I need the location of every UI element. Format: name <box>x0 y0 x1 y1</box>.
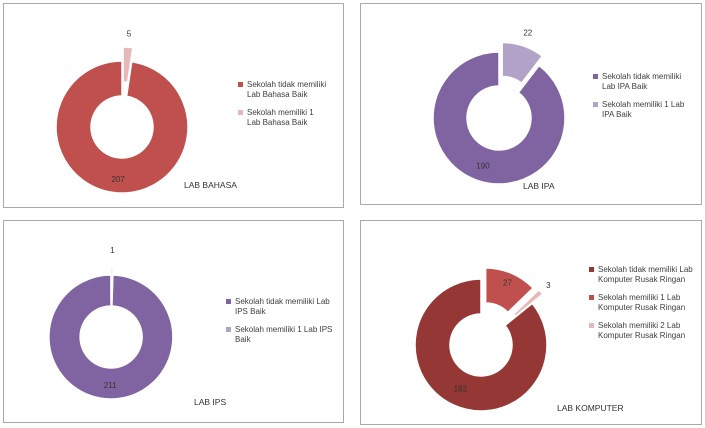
donut-slice-lab-ips-1 <box>48 274 174 400</box>
legend-lab-ipa: Sekolah tidak memiliki Lab IPA Baik Sekol… <box>593 72 689 128</box>
legend-item-lab-ips-1: Sekolah tidak memiliki Lab IPS Baik <box>226 297 336 317</box>
donut-slice-lab-komputer-1 <box>414 278 548 412</box>
legend-item-lab-ips-2: Sekolah memiliki 1 Lab IPS Baik <box>226 325 336 345</box>
legend-label: Sekolah memiliki 1 Lab IPS Baik <box>235 325 333 344</box>
legend-swatch <box>589 267 594 272</box>
data-label-lab-komputer-3: 3 <box>546 281 551 290</box>
data-label-lab-bahasa-2: 5 <box>127 29 132 38</box>
legend-label: Sekolah tidak memiliki Lab IPA Baik <box>602 72 682 91</box>
legend-item-lab-ipa-2: Sekolah memiliki 1 Lab IPA Baik <box>593 100 689 120</box>
data-label-lab-ips-1: 211 <box>104 381 117 390</box>
chart-panel-lab-komputer: 182 27 3 Sekolah tidak memiliki Lab Komput… <box>360 220 702 425</box>
chart-title-lab-bahasa: LAB BAHASA <box>184 180 237 190</box>
legend-item-lab-bahasa-1: Sekolah tidak memiliki Lab Bahasa Baik <box>238 80 328 100</box>
legend-item-lab-komputer-2: Sekolah memiliki 1 Lab Komputer Rusak Ri… <box>589 293 697 313</box>
legend-swatch <box>238 82 243 87</box>
legend-swatch <box>593 102 598 107</box>
legend-swatch <box>238 110 243 115</box>
legend-label: Sekolah tidak memiliki Lab IPS Baik <box>235 297 330 316</box>
legend-swatch <box>589 323 594 328</box>
chart-title-lab-komputer: LAB KOMPUTER <box>557 403 624 413</box>
data-label-lab-bahasa-1: 207 <box>111 175 125 184</box>
legend-label: Sekolah memiliki 1 Lab Bahasa Baik <box>247 108 314 127</box>
donut-slice-lab-komputer-2 <box>484 267 535 314</box>
chart-panel-lab-ips: 211 1 Sekolah tidak memiliki Lab IPS Baik… <box>3 220 344 423</box>
chart-title-lab-ips: LAB IPS <box>194 397 227 407</box>
donut-slice-lab-komputer-3 <box>512 288 544 318</box>
chart-panel-lab-ipa: 190 22 Sekolah tidak memiliki Lab IPA Bai… <box>360 3 702 205</box>
legend-item-lab-bahasa-2: Sekolah memiliki 1 Lab Bahasa Baik <box>238 108 328 128</box>
data-label-lab-ips-2: 1 <box>110 246 115 255</box>
donut-chart-lab-ips: 211 1 <box>48 246 174 400</box>
data-label-lab-ipa-1: 190 <box>476 161 490 170</box>
legend-swatch <box>226 327 231 332</box>
data-label-lab-ipa-2: 22 <box>523 29 532 38</box>
legend-label: Sekolah memiliki 1 Lab IPA Baik <box>602 100 685 119</box>
donut-slice-lab-bahasa-1 <box>55 60 189 194</box>
donut-chart-lab-komputer: 182 27 3 <box>414 267 551 412</box>
legend-swatch <box>589 295 594 300</box>
legend-item-lab-komputer-3: Sekolah memiliki 2 Lab Komputer Rusak Ri… <box>589 321 697 341</box>
data-label-lab-komputer-1: 182 <box>454 384 468 393</box>
chart-panel-lab-bahasa: 207 5 Sekolah tidak memiliki Lab Bahasa B… <box>3 3 344 208</box>
donut-slice-lab-ips-2 <box>110 267 114 300</box>
donut-slice-lab-ipa-1 <box>432 51 566 185</box>
legend-lab-komputer: Sekolah tidak memiliki Lab Komputer Rusa… <box>589 265 697 349</box>
legend-label: Sekolah tidak memiliki Lab Komputer Rusa… <box>598 265 693 284</box>
legend-swatch <box>226 299 231 304</box>
legend-item-lab-komputer-1: Sekolah tidak memiliki Lab Komputer Rusa… <box>589 265 697 285</box>
legend-label: Sekolah memiliki 2 Lab Komputer Rusak Ri… <box>598 321 686 340</box>
legend-lab-ips: Sekolah tidak memiliki Lab IPS Baik Sekol… <box>226 297 336 353</box>
legend-item-lab-ipa-1: Sekolah tidak memiliki Lab IPA Baik <box>593 72 689 92</box>
legend-lab-bahasa: Sekolah tidak memiliki Lab Bahasa Baik Se… <box>238 80 328 136</box>
data-label-lab-komputer-2: 27 <box>503 278 512 287</box>
legend-label: Sekolah memiliki 1 Lab Komputer Rusak Ri… <box>598 293 686 312</box>
chart-title-lab-ipa: LAB IPA <box>523 181 555 191</box>
donut-slice-lab-bahasa-2 <box>122 46 134 84</box>
donut-chart-lab-ipa: 190 22 <box>432 29 566 185</box>
donut-slice-lab-ipa-2 <box>501 41 544 85</box>
legend-label: Sekolah tidak memiliki Lab Bahasa Baik <box>247 80 327 99</box>
legend-swatch <box>593 74 598 79</box>
